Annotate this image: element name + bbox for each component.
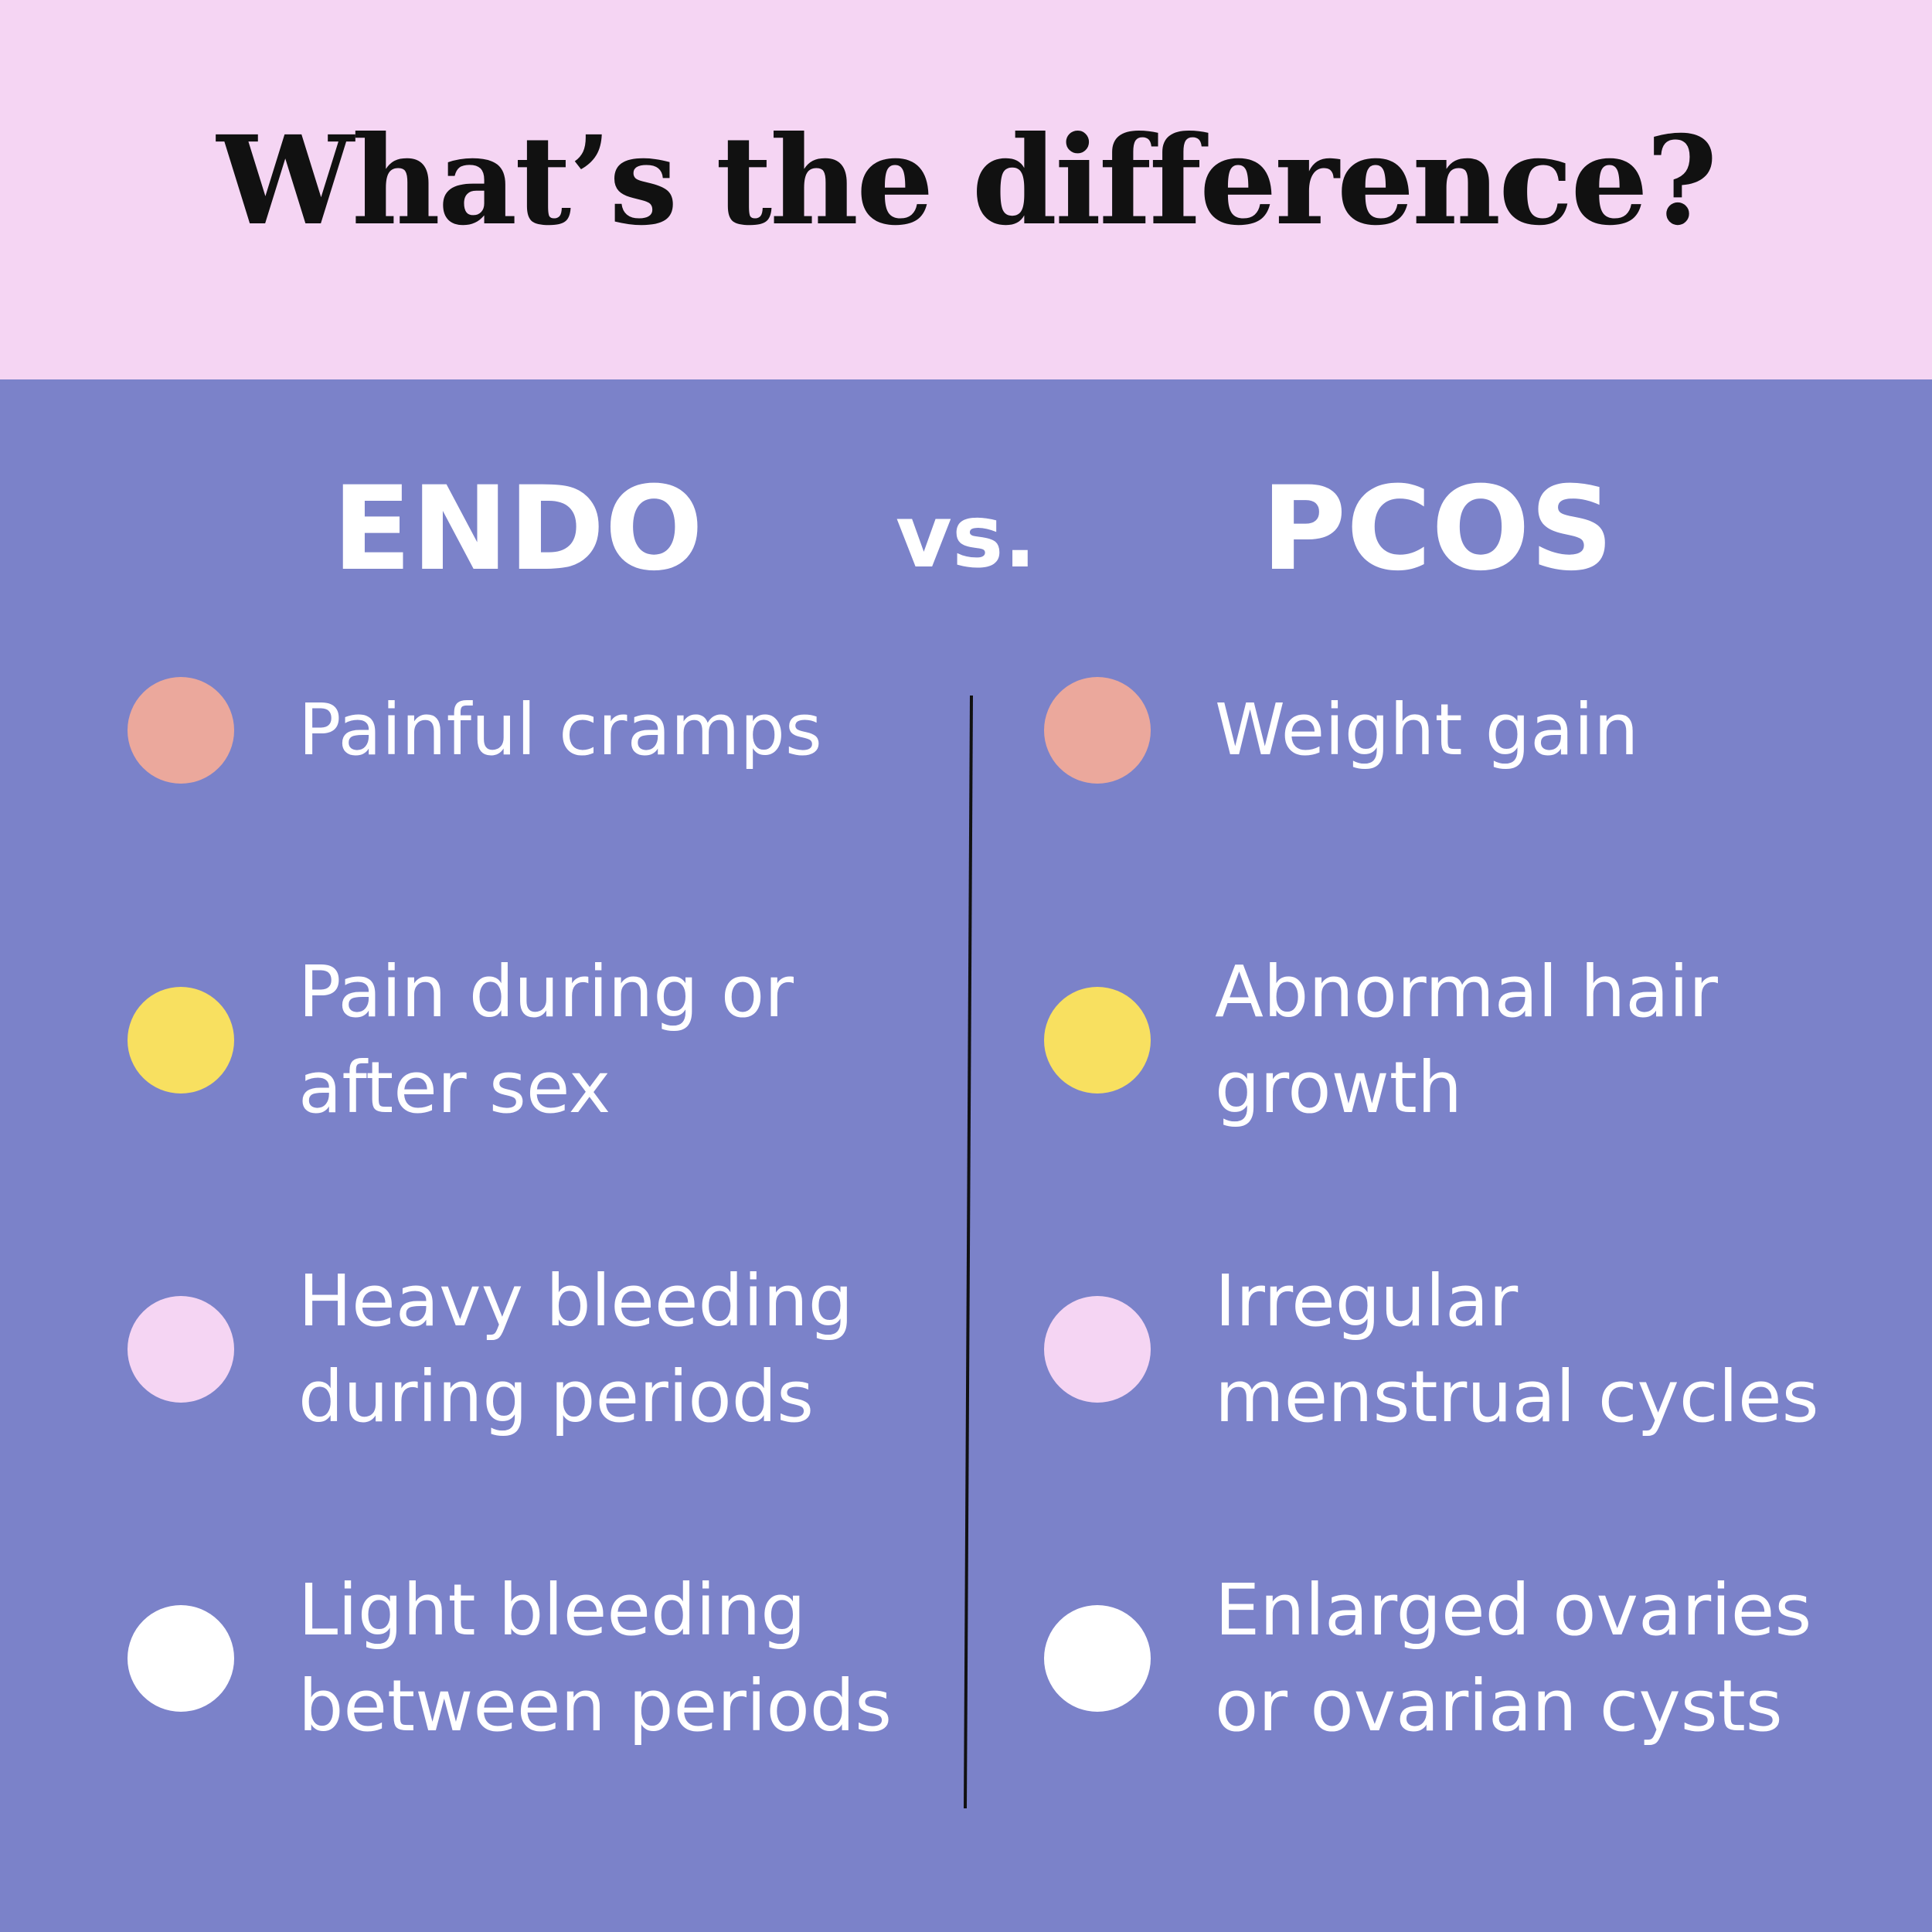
item-line: Irregular <box>1215 1260 1519 1342</box>
bullet-dot <box>1044 1296 1151 1403</box>
bullet-dot <box>1044 987 1151 1094</box>
item-line: Pain during or <box>298 951 794 1033</box>
column-heading: PCOS <box>1261 462 1614 597</box>
item-line: Weight gain <box>1215 689 1639 771</box>
versus-label: vs. <box>895 487 1037 587</box>
item-line: between periods <box>298 1665 893 1747</box>
column-heading: ENDO <box>332 462 704 597</box>
list-item: Painful cramps <box>298 682 822 778</box>
bullet-dot <box>128 987 234 1094</box>
bullet-dot <box>1044 1605 1151 1712</box>
item-line: menstrual cycles <box>1215 1355 1819 1438</box>
bullet-dot <box>128 1296 234 1403</box>
item-line: or ovarian cysts <box>1215 1665 1783 1747</box>
item-line: after sex <box>298 1046 611 1129</box>
list-item: Pain during or after sex <box>298 944 794 1136</box>
title: What’s the difference? <box>216 110 1718 253</box>
item-line: growth <box>1215 1046 1463 1129</box>
list-item: Heavy bleeding during periods <box>298 1253 853 1445</box>
item-line: Heavy bleeding <box>298 1260 854 1342</box>
bullet-dot <box>128 677 234 784</box>
item-line: Abnormal hair <box>1215 951 1719 1033</box>
bullet-dot <box>1044 677 1151 784</box>
bullet-dot <box>128 1605 234 1712</box>
list-item: Weight gain <box>1215 682 1638 778</box>
item-line: Enlarged ovaries <box>1215 1569 1812 1651</box>
header-band <box>0 0 1932 379</box>
item-line: Light bleeding <box>298 1569 806 1651</box>
list-item: Light bleeding between periods <box>298 1563 892 1754</box>
list-item: Irregular menstrual cycles <box>1215 1253 1819 1445</box>
list-item: Abnormal hair growth <box>1215 944 1718 1136</box>
item-line: Painful cramps <box>298 689 822 771</box>
list-item: Enlarged ovaries or ovarian cysts <box>1215 1563 1811 1754</box>
divider-line <box>964 695 973 1809</box>
item-line: during periods <box>298 1355 815 1438</box>
